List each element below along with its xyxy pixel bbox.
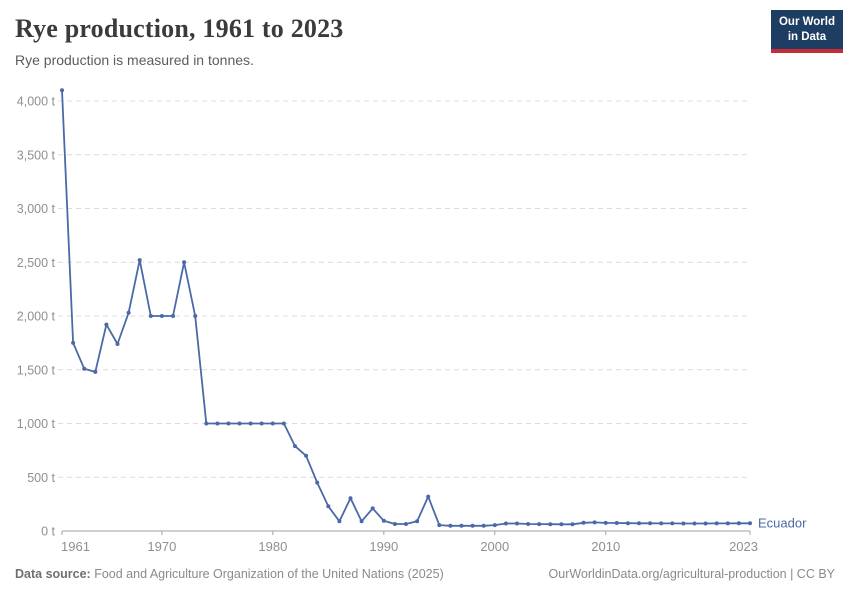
x-axis-label: 2000 — [480, 539, 509, 554]
data-point — [714, 521, 719, 526]
data-point — [470, 523, 475, 528]
data-point — [592, 520, 597, 525]
data-point — [171, 314, 175, 318]
data-point — [293, 444, 297, 449]
data-point — [603, 520, 608, 525]
owid-logo-line2: in Data — [787, 30, 827, 43]
data-point — [725, 521, 730, 526]
data-source-text: Food and Agriculture Organization of the… — [94, 567, 444, 581]
y-axis-label: 3,000 t — [17, 202, 56, 216]
owid-logo[interactable]: Our World in Data — [770, 10, 843, 53]
data-point — [492, 523, 497, 528]
data-point — [670, 521, 675, 526]
data-point — [515, 521, 519, 526]
x-axis-label: 1961 — [61, 539, 90, 554]
data-point — [159, 314, 164, 318]
data-point — [60, 88, 64, 93]
data-point — [503, 521, 508, 526]
chart-title: Rye production, 1961 to 2023 — [15, 14, 344, 43]
data-point — [337, 519, 342, 524]
data-point — [736, 521, 741, 526]
data-point — [193, 314, 198, 318]
y-axis-label: 2,500 t — [17, 256, 56, 270]
data-point — [659, 521, 664, 526]
entity-label: Ecuador — [758, 515, 807, 530]
data-point — [392, 522, 397, 526]
y-axis-label: 1,000 t — [17, 417, 56, 431]
data-point — [126, 310, 131, 315]
x-axis-label: 2023 — [729, 539, 758, 554]
y-axis-label: 3,500 t — [17, 148, 56, 162]
data-point — [315, 480, 320, 485]
data-point — [681, 521, 686, 526]
data-point — [437, 523, 442, 528]
data-point — [426, 494, 431, 499]
data-point — [204, 421, 209, 426]
x-axis-label: 1970 — [147, 539, 176, 554]
data-point — [625, 521, 630, 526]
data-point — [748, 521, 752, 526]
chart-subtitle: Rye production is measured in tonnes. — [15, 52, 254, 68]
data-point — [304, 453, 309, 458]
data-point — [459, 523, 464, 528]
data-point — [548, 522, 553, 527]
data-point — [115, 342, 120, 346]
data-point — [559, 522, 564, 527]
data-point — [326, 504, 331, 509]
data-point — [137, 258, 142, 263]
data-point — [226, 421, 231, 426]
data-point — [93, 369, 98, 374]
y-axis-label: 2,000 t — [17, 310, 56, 324]
data-point — [82, 366, 87, 371]
data-point — [182, 260, 187, 265]
data-point — [348, 496, 353, 501]
data-point — [359, 519, 364, 524]
data-point — [71, 340, 76, 345]
y-axis-label: 4,000 t — [17, 95, 56, 109]
x-axis-label: 1990 — [369, 539, 398, 554]
data-point — [237, 421, 242, 426]
data-point — [648, 521, 653, 526]
data-point — [415, 519, 420, 524]
chart-footer: Data source: Food and Agriculture Organi… — [15, 567, 835, 581]
data-point — [570, 522, 575, 527]
data-point — [481, 523, 486, 528]
data-point — [370, 506, 375, 511]
owid-logo-line1: Our World — [778, 16, 835, 28]
y-axis-label: 1,500 t — [17, 363, 56, 377]
series-line — [61, 89, 751, 527]
data-point — [281, 421, 286, 426]
data-point — [448, 523, 453, 528]
data-point — [581, 520, 586, 525]
footer-link[interactable]: OurWorldinData.org/agricultural-producti… — [548, 567, 835, 581]
data-point — [404, 522, 408, 526]
data-point — [692, 521, 697, 526]
data-point — [215, 421, 220, 426]
data-point — [637, 521, 641, 526]
y-axis-label: 500 t — [27, 471, 55, 485]
data-point — [526, 522, 531, 526]
data-point — [703, 521, 708, 526]
x-axis-label: 1980 — [258, 539, 287, 554]
y-axis-label: 0 t — [41, 525, 55, 539]
data-point — [104, 322, 109, 327]
data-point — [537, 522, 542, 527]
x-axis-label: 2010 — [591, 539, 620, 554]
data-point — [381, 518, 386, 523]
data-point — [259, 421, 264, 426]
data-source-label: Data source: — [15, 567, 91, 581]
data-point — [248, 421, 253, 426]
data-point — [614, 521, 619, 525]
data-point — [148, 314, 153, 318]
data-point — [270, 421, 275, 426]
data-source-note: Data source: Food and Agriculture Organi… — [15, 567, 444, 581]
